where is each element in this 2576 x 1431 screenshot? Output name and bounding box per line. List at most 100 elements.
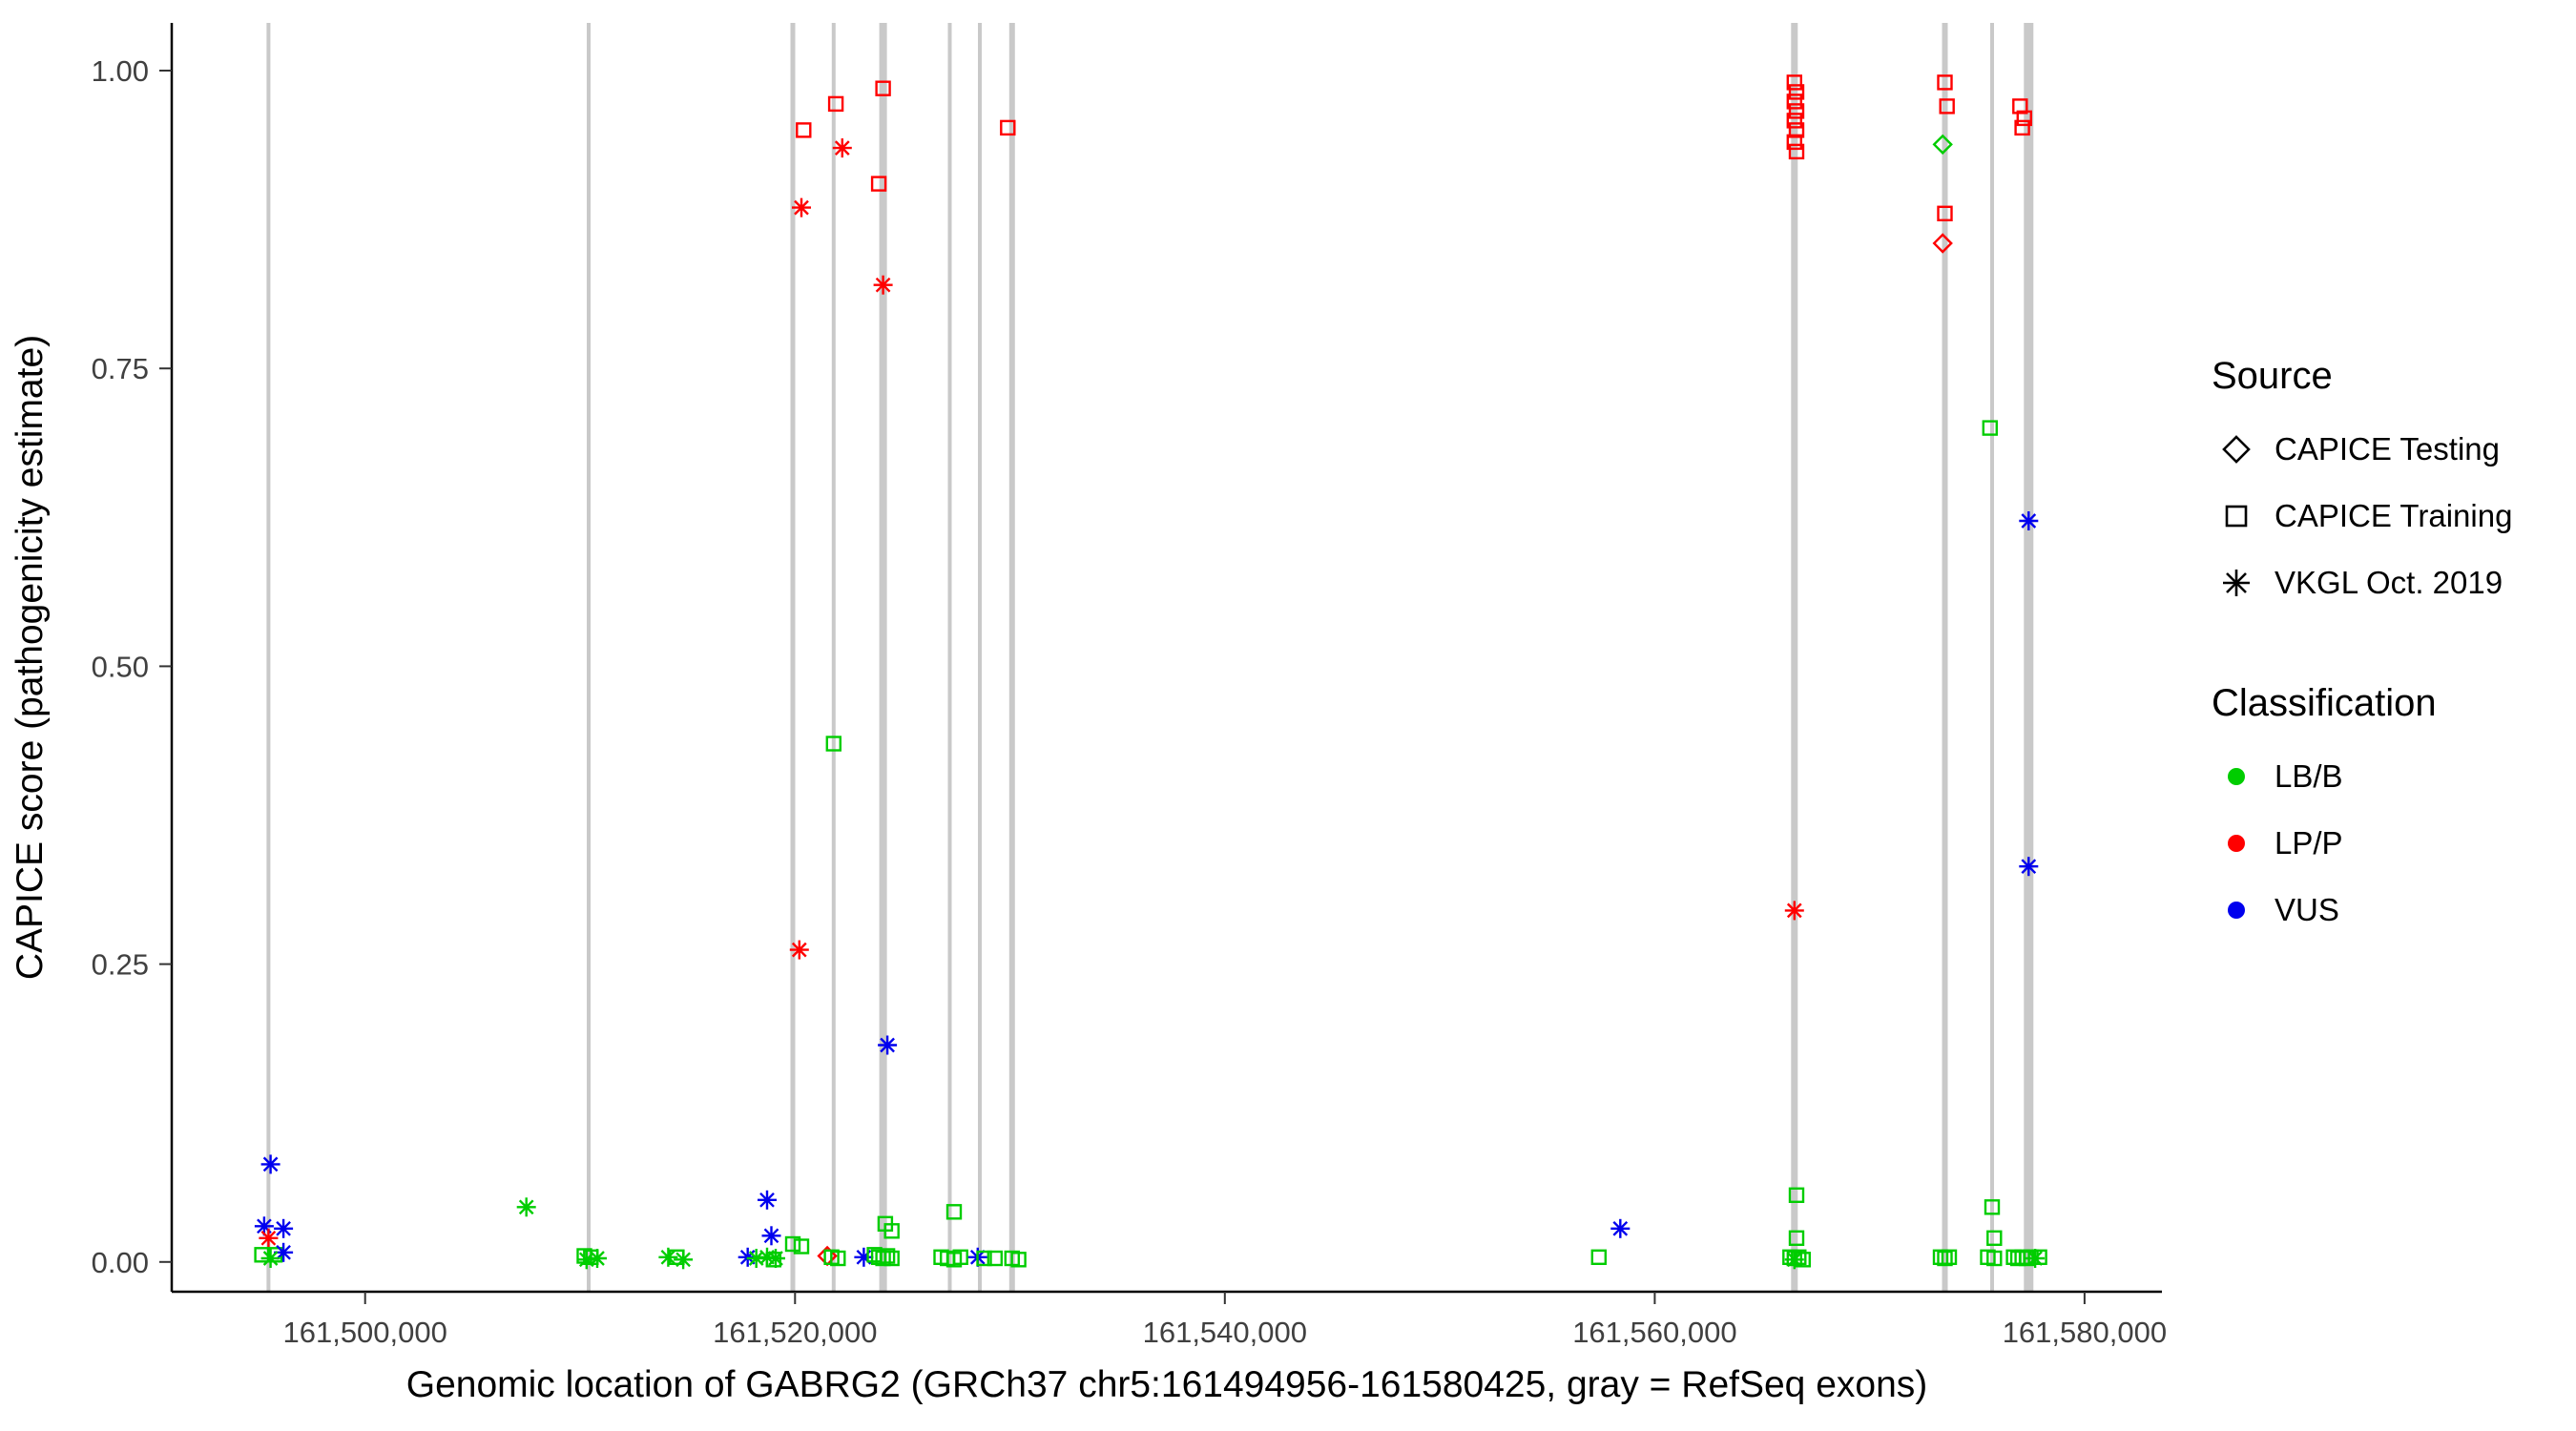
legend-classification-title: Classification: [2212, 682, 2437, 724]
x-tick-label: 161,520,000: [713, 1316, 877, 1349]
data-point-square: [796, 122, 812, 138]
asterisk-stroke: [257, 1218, 272, 1234]
legend: Source CAPICE Testing CAPICE Training: [2212, 355, 2512, 958]
asterisk-stroke: [660, 1249, 676, 1265]
asterisk-stroke: [794, 199, 809, 216]
data-point-square: [875, 80, 891, 96]
data-point-asterisk: [792, 197, 811, 218]
asterisk-stroke: [2027, 1251, 2043, 1266]
legend-item-label: LP/P: [2275, 825, 2343, 861]
data-point-square: [945, 1204, 963, 1220]
data-point-asterisk: [2019, 857, 2039, 877]
data-point-asterisk: [758, 1190, 777, 1210]
data-point-square: [2031, 1249, 2047, 1266]
legend-source-group: Source CAPICE Testing CAPICE Training: [2212, 355, 2512, 602]
data-point-asterisk: [761, 1226, 781, 1246]
asterisk-stroke: [262, 1251, 279, 1266]
asterisk-stroke: [880, 1037, 895, 1053]
data-point-square: [1590, 1249, 1608, 1266]
data-point-asterisk: [766, 1249, 785, 1268]
asterisk-stroke: [2021, 859, 2037, 875]
y-tick-label: 1.00: [92, 54, 149, 88]
data-point-asterisk: [746, 1249, 766, 1268]
data-point-square: [1788, 1187, 1805, 1204]
data-point-diamond: [1932, 134, 1953, 156]
x-tick-label: 161,580,000: [2003, 1316, 2167, 1349]
data-point-square: [827, 95, 844, 113]
asterisk-stroke: [578, 1252, 594, 1268]
asterisk-stroke: [2021, 513, 2037, 529]
lpp-color-dot-icon: [2228, 835, 2245, 852]
data-point-asterisk: [789, 940, 809, 960]
x-tick-label: 161,560,000: [1572, 1316, 1736, 1349]
legend-item-capice-training: CAPICE Training: [2217, 497, 2512, 535]
data-point-square: [1986, 1250, 2003, 1267]
data-point-square: [879, 1248, 896, 1264]
data-point-square: [952, 1249, 968, 1266]
data-point-square: [987, 1250, 1004, 1267]
asterisk-stroke: [675, 1252, 691, 1268]
data-point-square: [830, 1250, 846, 1267]
asterisk-stroke: [276, 1220, 291, 1236]
legend-source-title: Source: [2212, 355, 2333, 397]
legend-item-vus: VUS: [2217, 891, 2512, 929]
asterisk-stroke: [759, 1192, 775, 1208]
asterisk-stroke: [262, 1156, 279, 1172]
asterisk-stroke: [1786, 902, 1802, 919]
data-point-square: [2012, 98, 2028, 114]
asterisk-stroke: [590, 1251, 605, 1266]
asterisk-stroke: [1786, 1252, 1802, 1268]
data-point-asterisk: [259, 1228, 279, 1248]
data-point-asterisk: [516, 1197, 536, 1217]
data-point-square: [1939, 98, 1955, 114]
data-point-asterisk: [658, 1247, 678, 1267]
y-tick-label: 0.00: [92, 1246, 149, 1279]
legend-item-vkgl: VKGL Oct. 2019: [2217, 564, 2512, 602]
data-point-asterisk: [1610, 1218, 1631, 1238]
y-tick-label: 0.75: [92, 352, 149, 385]
square-icon: [2225, 505, 2248, 528]
data-point-asterisk: [873, 275, 893, 295]
data-point-square: [784, 1235, 801, 1253]
legend-item-label: LB/B: [2275, 758, 2343, 794]
data-point-asterisk: [1784, 901, 1804, 921]
lbb-color-dot-icon: [2228, 768, 2245, 785]
data-point-square: [1786, 134, 1803, 151]
data-point-square: [1788, 84, 1805, 100]
data-point-square: [1788, 1230, 1805, 1247]
asterisk-stroke: [1612, 1220, 1629, 1236]
data-point-asterisk: [832, 138, 852, 158]
data-point-square: [1788, 122, 1805, 138]
legend-item-label: VUS: [2275, 892, 2339, 927]
y-tick-label: 0.50: [92, 650, 149, 683]
legend-item-lpp: LP/P: [2217, 824, 2512, 862]
data-point-square: [1937, 74, 1953, 91]
legend-item-label: CAPICE Testing: [2275, 431, 2500, 467]
asterisk-stroke: [763, 1228, 779, 1244]
data-point-square: [1788, 143, 1805, 160]
asterisk-stroke: [260, 1230, 277, 1246]
data-point-asterisk: [260, 1249, 280, 1268]
data-point-square: [1986, 1230, 2003, 1247]
data-point-square: [1786, 74, 1803, 91]
data-point-square: [2016, 110, 2033, 127]
data-point-diamond: [1932, 233, 1953, 254]
data-point-asterisk: [878, 1035, 898, 1055]
data-point-square: [1984, 1199, 2001, 1215]
y-tick-label: 0.25: [92, 948, 149, 982]
y-axis-label: CAPICE score (pathogenicity estimate): [10, 335, 51, 980]
legend-item-label: VKGL Oct. 2019: [2275, 565, 2503, 600]
data-point-square: [825, 736, 841, 752]
data-point-asterisk: [274, 1242, 294, 1262]
data-point-square: [1937, 205, 1953, 222]
diamond-icon: [2222, 435, 2251, 464]
data-point-asterisk: [854, 1247, 874, 1267]
asterisk-stroke: [748, 1251, 764, 1266]
legend-item-capice-testing: CAPICE Testing: [2217, 430, 2512, 468]
data-point-square: [1000, 119, 1016, 136]
data-point-square: [1982, 420, 1999, 436]
vus-color-dot-icon: [2228, 902, 2245, 919]
data-point-asterisk: [260, 1154, 280, 1174]
x-axis-label: Genomic location of GABRG2 (GRCh37 chr5:…: [406, 1364, 1928, 1405]
